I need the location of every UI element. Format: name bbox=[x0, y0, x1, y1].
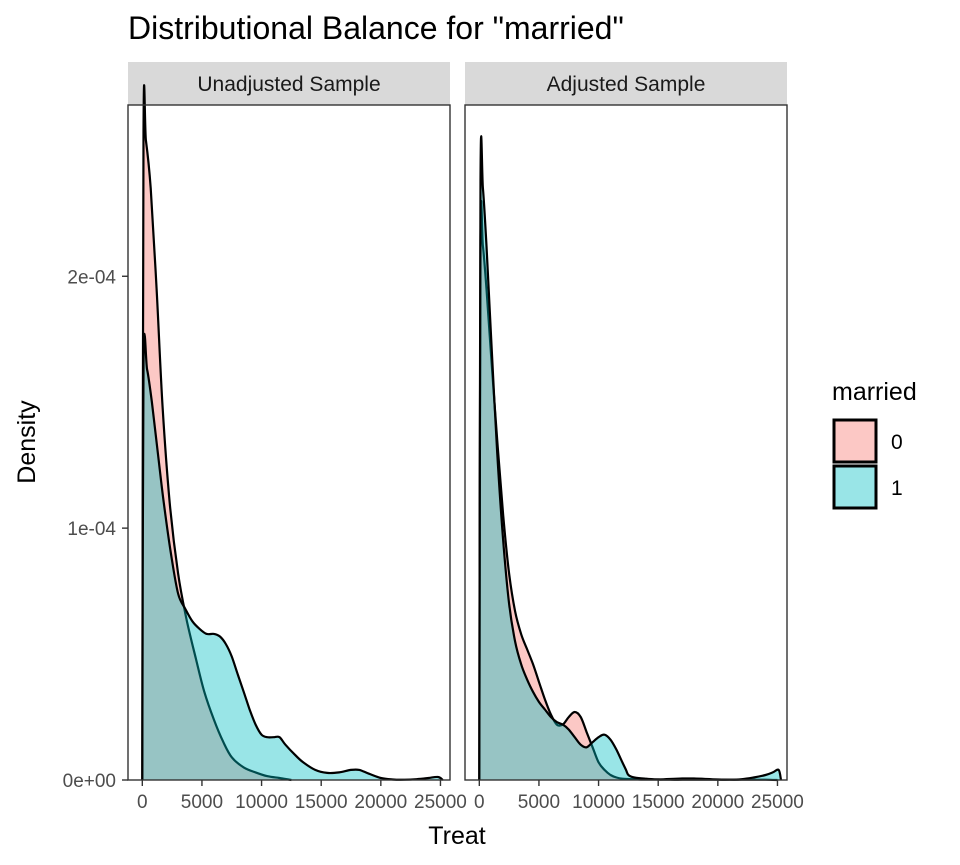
panel-border-adjusted bbox=[464, 104, 788, 781]
density-curve-married-1 bbox=[141, 332, 444, 781]
strip-label-unadjusted: Unadjusted Sample bbox=[197, 73, 380, 96]
panel-unadjusted-sample: Unadjusted Sample 0 5000 10000 15000 20000 25… bbox=[127, 62, 467, 813]
x-tick-label: 25000 bbox=[751, 792, 804, 813]
strip-background-unadjusted bbox=[128, 62, 450, 105]
x-tick-label: 0 bbox=[137, 792, 148, 813]
density-area-married-1 bbox=[142, 333, 443, 780]
y-tick-label: 1e-04 bbox=[67, 519, 116, 540]
density-area-married-1 bbox=[479, 136, 781, 781]
y-tick-label: 2e-04 bbox=[67, 267, 116, 288]
x-tick-label: 15000 bbox=[632, 792, 685, 813]
legend-items: 01 bbox=[832, 418, 903, 510]
x-tick-label: 20000 bbox=[691, 792, 744, 813]
legend-key-married-1 bbox=[832, 464, 878, 510]
y-axis: 0e+00 1e-04 2e-04 bbox=[63, 267, 128, 792]
density-curve-married-0 bbox=[141, 84, 292, 782]
strip-background-adjusted bbox=[465, 62, 787, 105]
x-tick-label: 15000 bbox=[295, 792, 348, 813]
x-tick-label: 5000 bbox=[181, 792, 223, 813]
density-area-married-0 bbox=[479, 200, 778, 781]
x-tick-label: 25000 bbox=[414, 792, 467, 813]
x-axis-unadjusted: 0 5000 10000 15000 20000 25000 bbox=[137, 780, 467, 813]
x-axis-title: Treat bbox=[428, 822, 485, 850]
chart-title: Distributional Balance for "married" bbox=[128, 10, 624, 46]
density-area-married-0 bbox=[142, 85, 292, 780]
y-axis-title: Density bbox=[13, 400, 41, 484]
x-tick-label: 5000 bbox=[518, 792, 560, 813]
y-tick-label: 0e+00 bbox=[63, 771, 116, 792]
legend-key-married-0 bbox=[832, 418, 878, 464]
x-axis-adjusted: 0 5000 10000 15000 20000 25000 bbox=[474, 780, 804, 813]
panel-border-unadjusted bbox=[127, 104, 451, 781]
panel-adjusted-sample: Adjusted Sample 0 5000 10000 15000 20000 2500… bbox=[464, 62, 804, 813]
x-tick-label: 10000 bbox=[235, 792, 288, 813]
strip-label-adjusted: Adjusted Sample bbox=[547, 73, 706, 96]
legend-title: married bbox=[832, 378, 917, 406]
x-tick-label: 20000 bbox=[354, 792, 407, 813]
legend-label-married-1: 1 bbox=[891, 477, 903, 500]
legend-label-married-0: 0 bbox=[891, 431, 903, 454]
x-tick-label: 0 bbox=[474, 792, 485, 813]
legend: married 01 bbox=[832, 378, 917, 510]
density-layer-unadjusted bbox=[141, 84, 444, 782]
x-tick-label: 10000 bbox=[572, 792, 625, 813]
